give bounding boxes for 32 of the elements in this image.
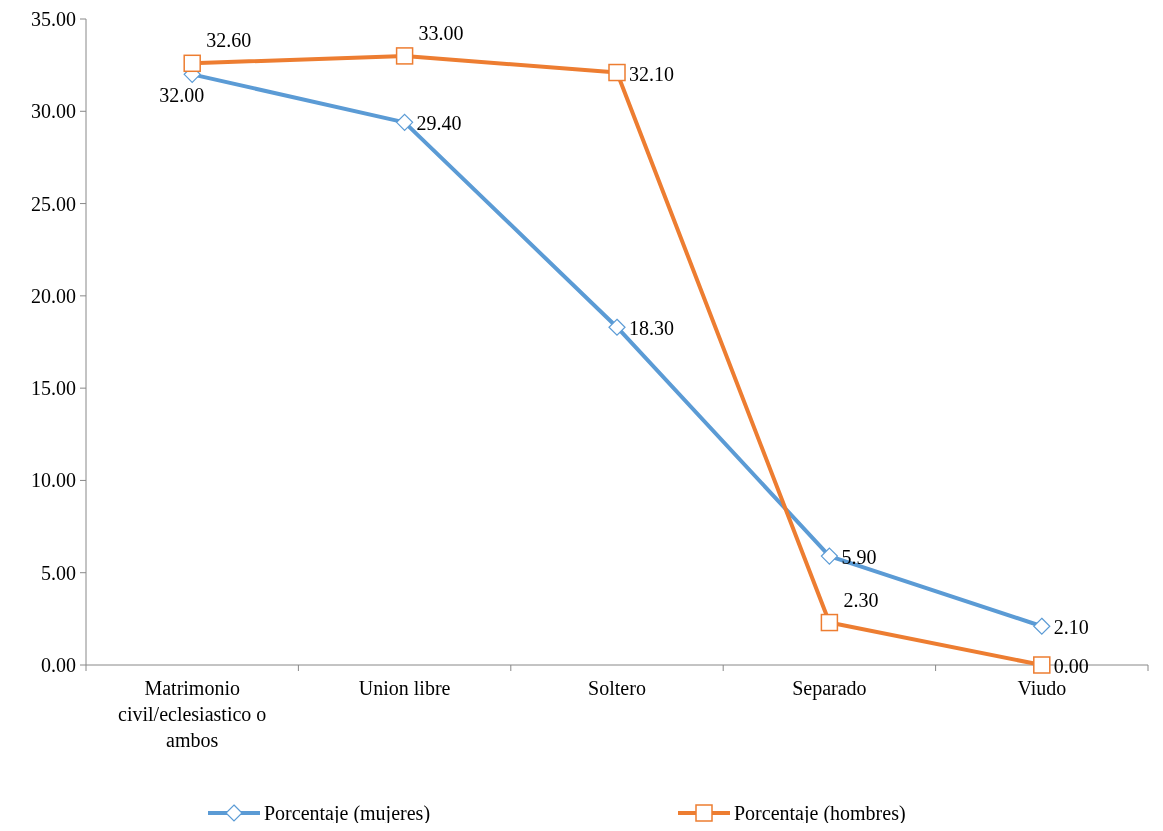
x-tick-label: Matrimonio civil/eclesiastico o ambos (118, 677, 267, 751)
point (183, 54, 201, 73)
x-tick-label: Union libre (358, 677, 451, 699)
data-label: 29.40 (416, 112, 462, 135)
data-label: 0.00 (1053, 655, 1089, 677)
y-tick-label: 25.00 (31, 192, 76, 215)
y-tick-label: 30.00 (31, 100, 76, 123)
data-label: 32.00 (159, 84, 205, 107)
x-tick-label: Viudo (1017, 677, 1067, 699)
x-tick-label: Soltero (588, 677, 646, 699)
point (395, 47, 414, 65)
data-label: 2.30 (843, 588, 879, 611)
data-label: 32.60 (206, 29, 252, 52)
point (1033, 617, 1051, 635)
x-tick-label: Separado (792, 677, 867, 700)
data-label: 5.90 (841, 546, 877, 569)
y-tick-label: 0.00 (41, 654, 76, 676)
point (608, 318, 626, 336)
point (820, 547, 838, 565)
data-label: 32.10 (629, 62, 674, 85)
point (396, 113, 414, 131)
y-tick-label: 35.00 (31, 8, 76, 30)
y-tick-label: 5.00 (41, 561, 76, 584)
data-label: 33.00 (418, 21, 464, 44)
y-tick-label: 10.00 (31, 469, 76, 492)
point (1033, 656, 1051, 674)
y-tick-label: 20.00 (31, 284, 76, 307)
y-tick-label: 15.00 (31, 377, 76, 400)
point (608, 63, 626, 82)
data-label: 2.10 (1053, 616, 1089, 639)
point (820, 613, 839, 632)
data-label: 18.30 (629, 317, 674, 340)
